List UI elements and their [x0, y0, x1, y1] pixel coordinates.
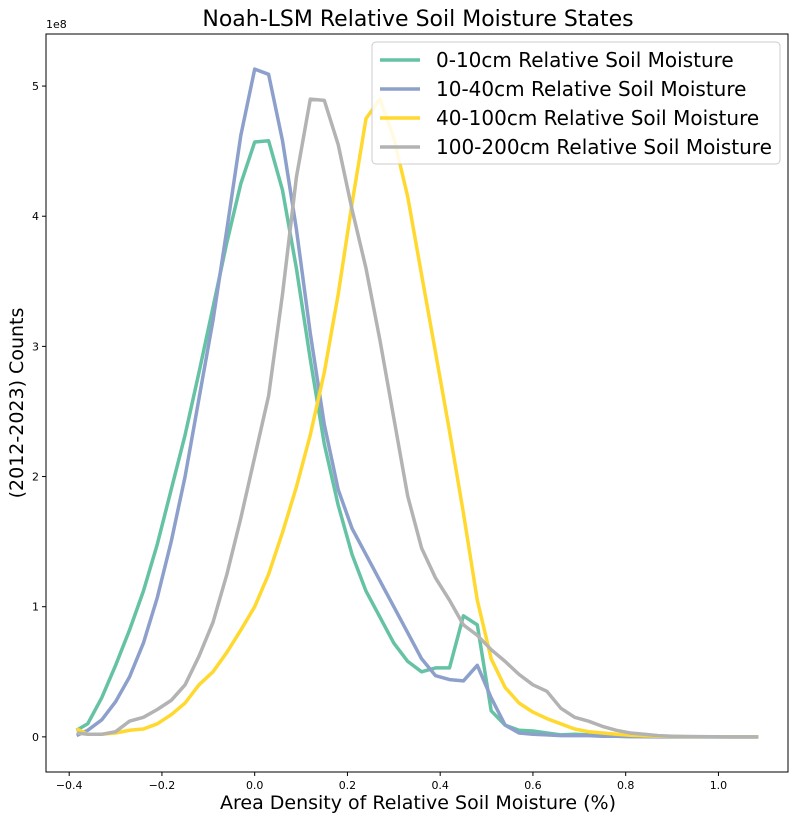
legend-box	[371, 41, 781, 165]
x-axis-ticks: −0.4 −0.2 0.0 0.2 0.4 0.6 0.8 1.0	[56, 772, 727, 792]
x-tick-label: −0.4	[56, 779, 83, 792]
x-tick-label: 1.0	[710, 779, 728, 792]
y-tick-label: 4	[32, 210, 39, 223]
legend-label-0: 0-10cm Relative Soil Moisture	[436, 48, 734, 72]
legend-label-3: 100-200cm Relative Soil Moisture	[436, 135, 772, 159]
x-tick-label: 0.8	[617, 779, 635, 792]
x-tick-label: 0.6	[524, 779, 542, 792]
x-tick-label: −0.2	[149, 779, 176, 792]
y-tick-label: 0	[32, 731, 39, 744]
legend-label-2: 40-100cm Relative Soil Moisture	[436, 106, 759, 130]
plot-frame	[45, 33, 789, 773]
y-tick-label: 2	[32, 471, 39, 484]
x-tick-label: 0.4	[431, 779, 449, 792]
chart-title: Noah-LSM Relative Soil Moisture States	[202, 7, 633, 32]
y-axis-label: (2012-2023) Counts	[6, 308, 28, 499]
legend-label-1: 10-40cm Relative Soil Moisture	[436, 77, 746, 101]
legend: 0-10cm Relative Soil Moisture 10-40cm Rel…	[371, 41, 781, 165]
y-tick-label: 5	[32, 80, 39, 93]
y-tick-label: 1	[32, 601, 39, 614]
x-tick-label: 0.2	[339, 779, 357, 792]
x-axis-label: Area Density of Relative Soil Moisture (…	[220, 792, 616, 814]
y-tick-label: 3	[32, 340, 39, 353]
y-axis-ticks: 0 1 2 3 4 5	[32, 80, 46, 744]
x-tick-label: 0.0	[246, 779, 264, 792]
plot-lines	[75, 67, 759, 739]
series-line-3	[76, 97, 759, 739]
y-offset-label: 1e8	[46, 18, 67, 31]
